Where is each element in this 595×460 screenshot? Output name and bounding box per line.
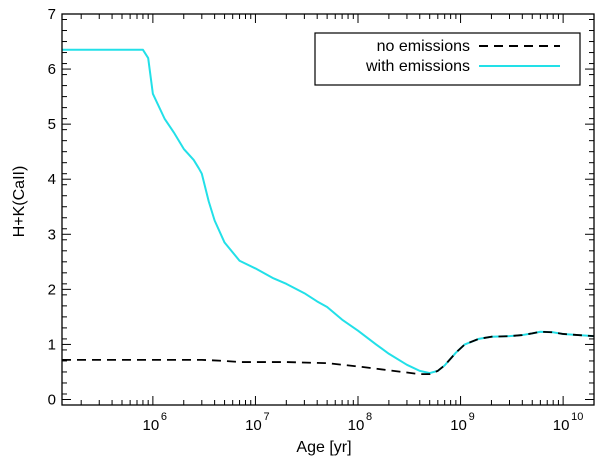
y-tick-label: 3: [48, 226, 56, 243]
legend-label-1: with emissions: [365, 58, 470, 75]
y-tick-label: 5: [48, 116, 56, 133]
x-tick-exponent: 7: [263, 411, 269, 423]
y-tick-label: 1: [48, 336, 56, 353]
x-tick-exponent: 8: [366, 411, 372, 423]
x-tick-exponent: 9: [469, 411, 475, 423]
x-tick-exponent: 6: [161, 411, 167, 423]
y-axis-title: H+K(CaII): [11, 166, 28, 238]
y-tick-label: 4: [48, 171, 56, 188]
y-tick-label: 2: [48, 281, 56, 298]
x-tick-label: 10: [450, 417, 467, 434]
x-tick-label: 10: [245, 417, 262, 434]
x-tick-exponent: 10: [571, 411, 583, 423]
y-tick-label: 6: [48, 61, 56, 78]
x-axis-title: Age [yr]: [296, 439, 351, 456]
x-tick-label: 10: [143, 417, 160, 434]
x-tick-label: 10: [348, 417, 365, 434]
y-tick-label: 7: [48, 6, 56, 23]
legend-label-0: no emissions: [377, 38, 470, 55]
y-tick-label: 0: [48, 391, 56, 408]
legend: no emissions with emissions: [315, 33, 580, 85]
x-tick-label: 10: [553, 417, 570, 434]
